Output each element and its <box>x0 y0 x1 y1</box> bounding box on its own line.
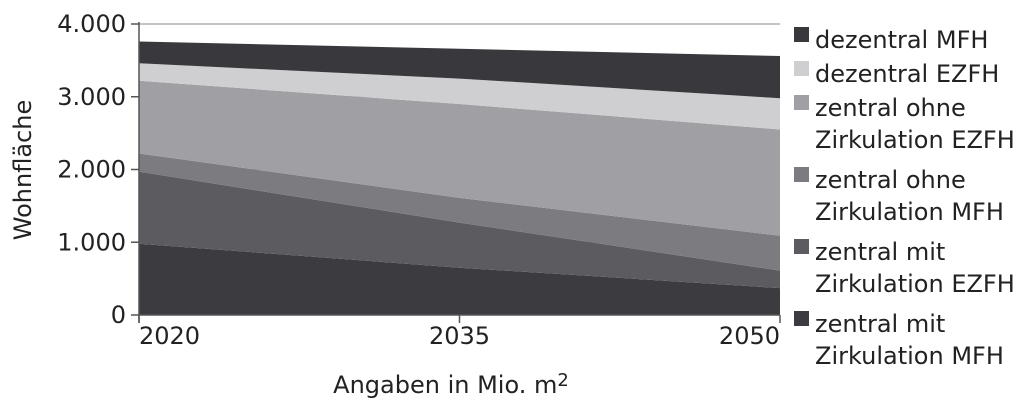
x-axis-title: Angaben in Mio. m2 <box>333 370 569 399</box>
legend-label: zentral ohne <box>815 166 966 194</box>
legend-item: zentral mit Zirkulation MFH <box>794 310 1004 370</box>
x-tick-labels: 2020 2035 2050 <box>139 322 780 350</box>
legend-swatch <box>794 239 809 254</box>
legend-label: dezentral EZFH <box>815 60 999 88</box>
x-tick-label: 2050 <box>719 322 780 350</box>
legend-label: Zirkulation EZFH <box>815 126 1015 154</box>
legend: dezentral MFH dezentral EZFH zentral ohne Z… <box>794 26 1015 370</box>
y-tick-label: 3.000 <box>57 83 126 111</box>
legend-label: Zirkulation EZFH <box>815 270 1015 298</box>
legend-label: zentral ohne <box>815 94 966 122</box>
y-tick-label: 1.000 <box>57 228 126 256</box>
area-zentral-mit-zirkulation-mfh <box>139 243 780 315</box>
area-dezentral-ezfh <box>139 63 780 130</box>
legend-label: Zirkulation MFH <box>815 198 1004 226</box>
legend-item: dezentral MFH <box>794 26 988 54</box>
y-axis-title: Wohnfläche <box>9 100 37 240</box>
area-zentral-ohne-zirkulation-ezfh <box>139 80 780 236</box>
legend-label: zentral mit <box>815 310 945 338</box>
y-tick-label: 2.000 <box>57 156 126 184</box>
axes <box>131 22 781 323</box>
x-tick-label: 2035 <box>429 322 490 350</box>
x-tick-label: 2020 <box>139 322 200 350</box>
legend-item: dezentral EZFH <box>794 60 999 88</box>
x-axis-title-superscript: 2 <box>557 370 568 391</box>
legend-swatch <box>794 95 809 110</box>
legend-item: zentral mit Zirkulation EZFH <box>794 238 1015 298</box>
legend-item: zentral ohne Zirkulation EZFH <box>794 94 1015 154</box>
legend-swatch <box>794 27 809 42</box>
area-series <box>139 41 780 315</box>
area-dezentral-mfh <box>139 41 780 99</box>
legend-swatch <box>794 167 809 182</box>
y-tick-labels: 0 1.000 2.000 3.000 4.000 <box>57 10 126 329</box>
y-tick-label: 0 <box>111 301 126 329</box>
legend-swatch <box>794 61 809 76</box>
legend-swatch <box>794 311 809 326</box>
area-zentral-mit-zirkulation-ezfh <box>139 171 780 289</box>
y-tick-label: 4.000 <box>57 10 126 38</box>
legend-item: zentral ohne Zirkulation MFH <box>794 166 1004 226</box>
legend-label: Zirkulation MFH <box>815 342 1004 370</box>
x-axis-title-main: Angaben in Mio. m <box>333 371 557 399</box>
legend-label: dezentral MFH <box>815 26 988 54</box>
legend-label: zentral mit <box>815 238 945 266</box>
area-zentral-ohne-zirkulation-mfh <box>139 153 780 271</box>
